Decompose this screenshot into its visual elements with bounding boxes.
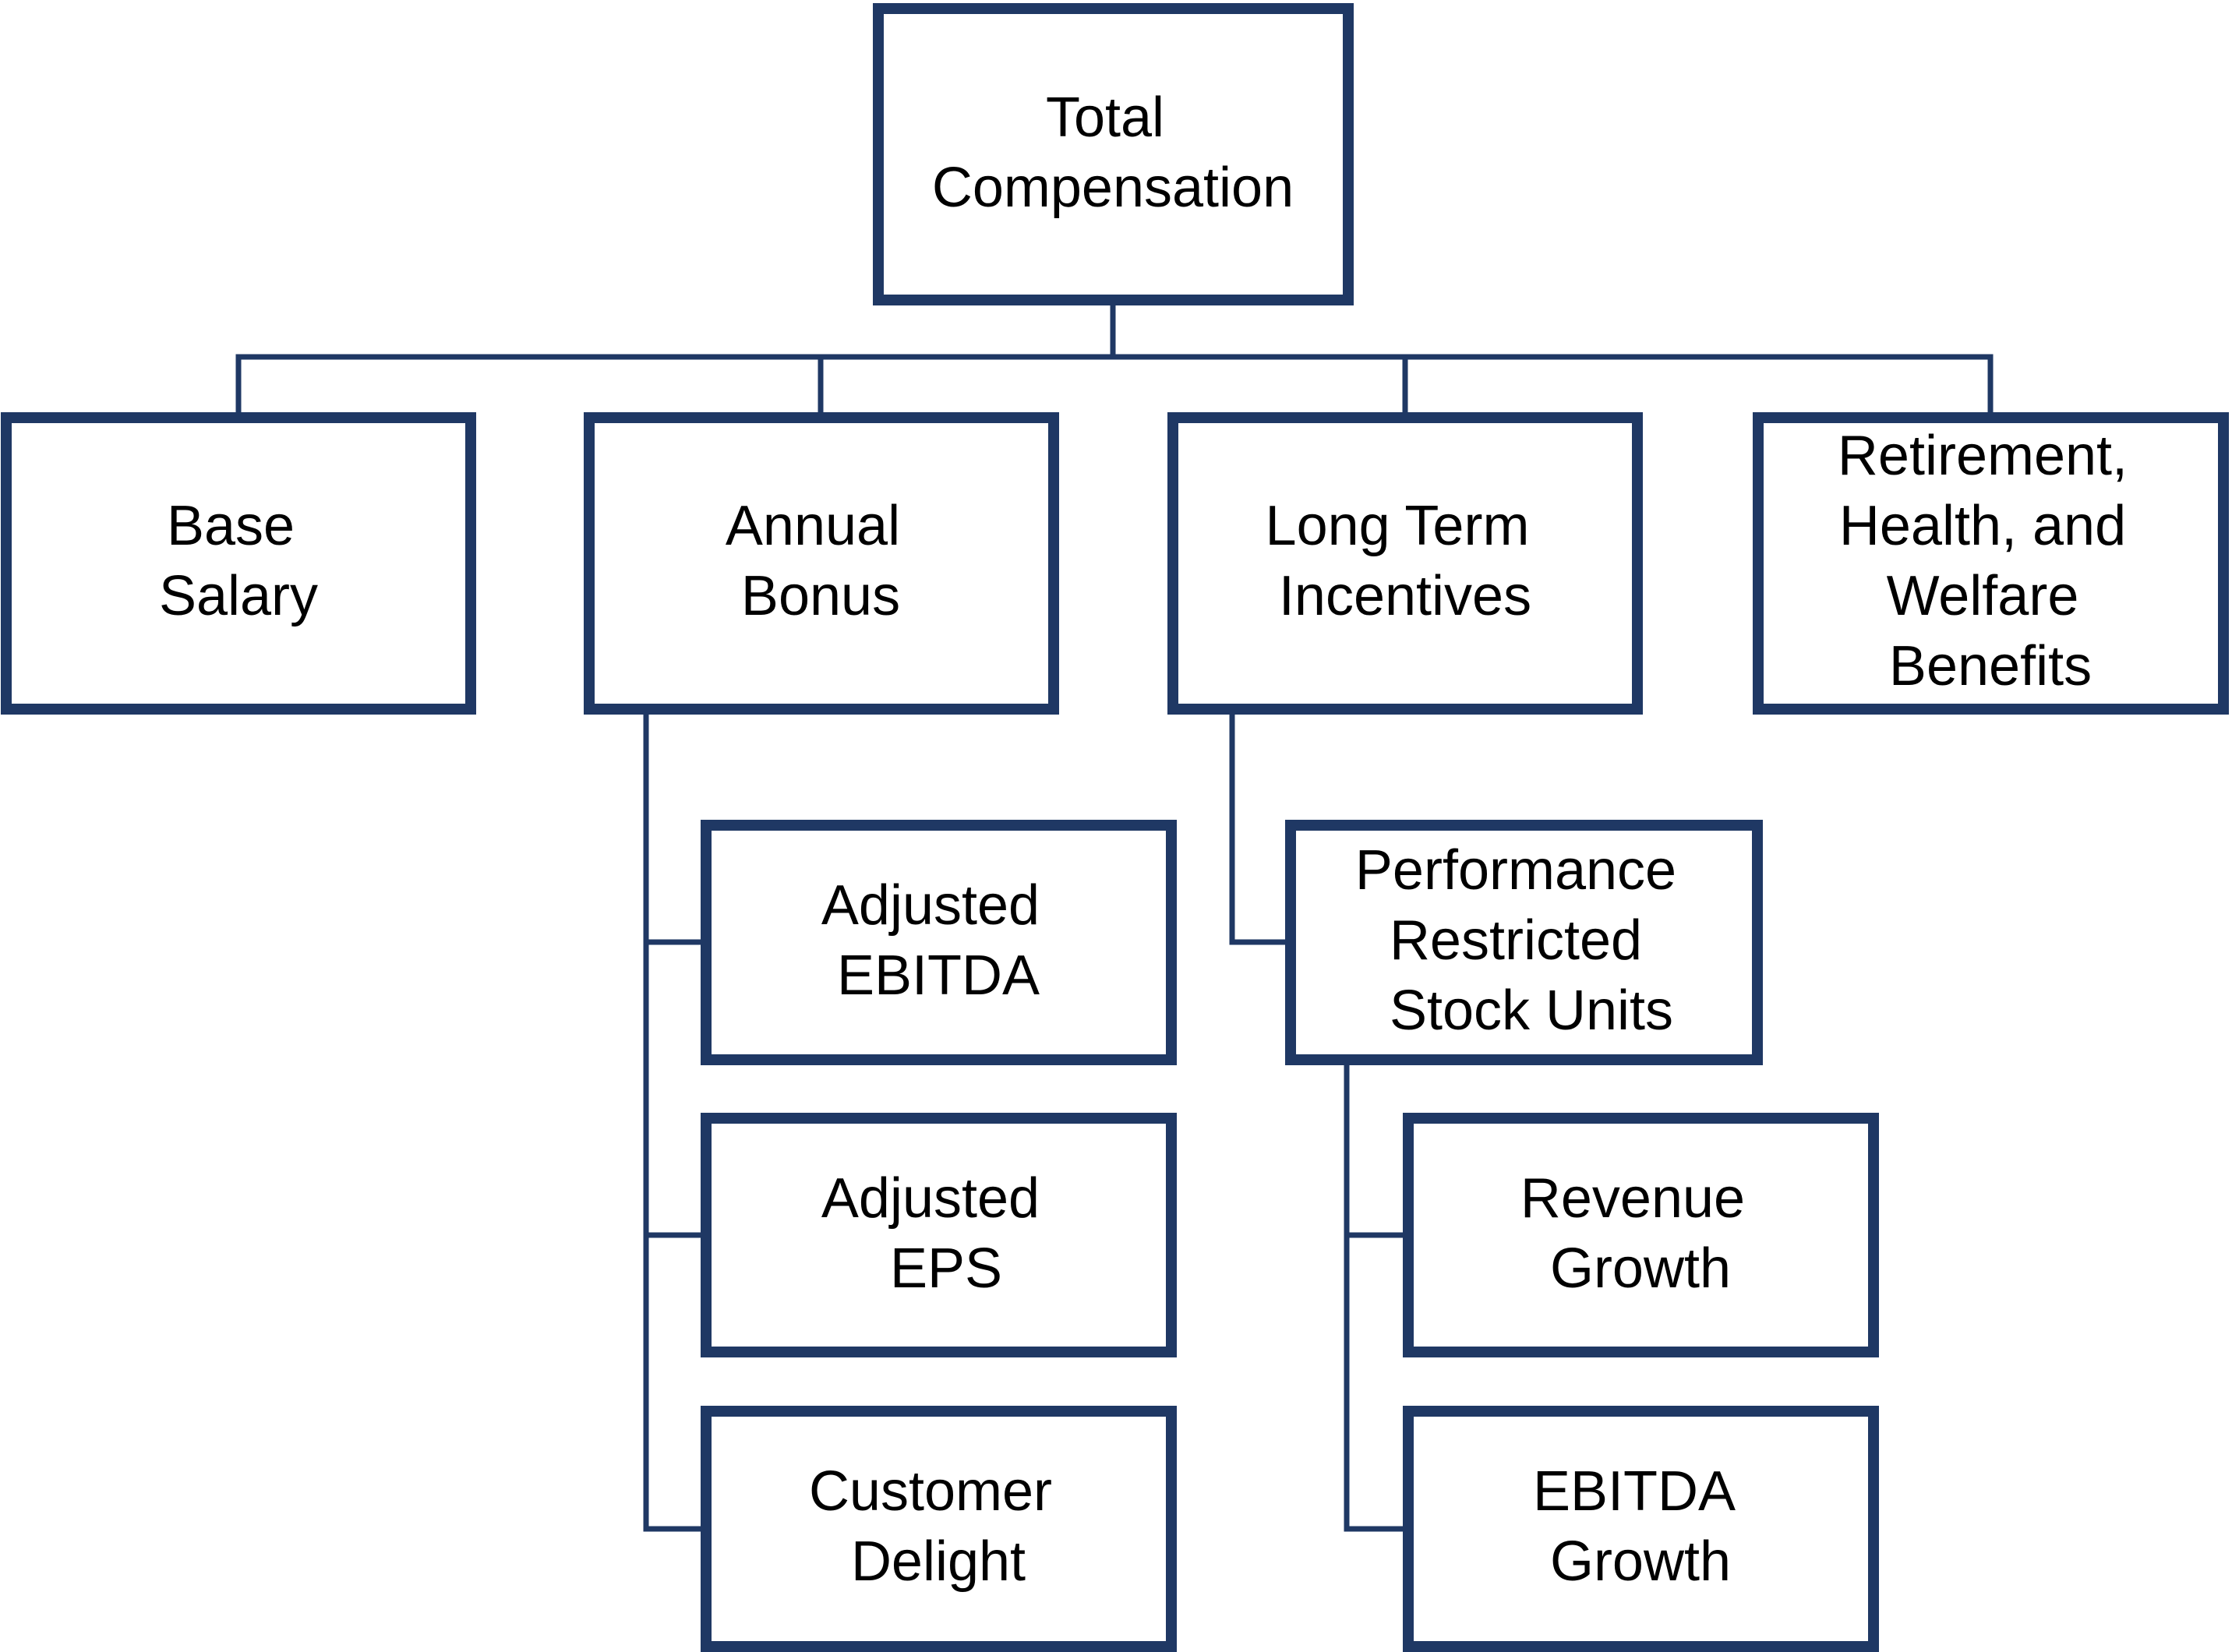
node-long-term-incentives-label: Long Term Incentives	[1266, 495, 1545, 627]
label-line: Health, and	[1839, 495, 2126, 557]
label-line: EPS	[890, 1237, 1002, 1300]
node-prsu-box	[1285, 820, 1763, 1065]
label-line: Adjusted	[821, 1167, 1040, 1230]
label-line: Base	[167, 495, 295, 557]
labels: Total Compensation Base Salary Annual Bo…	[159, 86, 2143, 1593]
node-adjusted-ebitda-label: Adjusted EBITDA	[821, 874, 1055, 1007]
label-line: Incentives	[1279, 565, 1531, 627]
label-line: Growth	[1550, 1237, 1731, 1300]
label-line: Annual	[726, 495, 900, 557]
node-total-compensation-box	[873, 3, 1354, 305]
node-total-compensation-label: Total Compensation	[932, 86, 1294, 219]
label-line: Bonus	[741, 565, 900, 627]
label-line: Revenue	[1520, 1167, 1745, 1230]
node-annual-bonus-label: Annual Bonus	[726, 495, 916, 627]
label-line: Long Term	[1266, 495, 1530, 557]
connectors	[235, 299, 1994, 1532]
node-adjusted-ebitda-box	[701, 820, 1177, 1065]
node-revenue-growth-box	[1403, 1113, 1879, 1357]
label-line: Salary	[159, 565, 318, 627]
label-line: Benefits	[1889, 635, 2092, 697]
label-line: EBITDA	[837, 944, 1040, 1007]
node-revenue-growth-label: Revenue Growth	[1520, 1167, 1761, 1300]
label-line: Delight	[851, 1530, 1026, 1593]
node-adjusted-eps-label: Adjusted EPS	[821, 1167, 1055, 1300]
label-line: Restricted	[1390, 909, 1642, 972]
node-ebitda-growth-box	[1403, 1406, 1879, 1652]
label-line: Growth	[1550, 1530, 1731, 1593]
node-base-salary-label: Base Salary	[159, 495, 318, 627]
label-line: Welfare	[1887, 565, 2079, 627]
label-line: Customer	[809, 1460, 1052, 1523]
label-line: EBITDA	[1533, 1460, 1736, 1523]
node-long-term-incentives-box	[1167, 412, 1643, 715]
nodes	[1, 3, 2229, 1652]
node-retirement-box	[1753, 412, 2229, 715]
label-line: Compensation	[932, 157, 1294, 219]
node-adjusted-eps-box	[701, 1113, 1177, 1357]
label-line: Adjusted	[821, 874, 1040, 937]
node-customer-delight-label: Customer Delight	[809, 1460, 1068, 1593]
label-line: Stock Units	[1390, 980, 1673, 1042]
node-ebitda-growth-label: EBITDA Growth	[1533, 1460, 1748, 1593]
node-prsu-label: Performance Restricted Stock Units	[1355, 839, 1692, 1042]
label-line: Retirement,	[1838, 425, 2128, 487]
node-annual-bonus-box	[584, 412, 1059, 715]
node-customer-delight-box	[701, 1406, 1177, 1652]
label-line: Total	[1046, 86, 1164, 149]
node-retirement-label: Retirement, Health, and Welfare Benefits	[1838, 425, 2143, 697]
label-line: Performance	[1355, 839, 1676, 902]
node-base-salary-box	[1, 412, 476, 715]
